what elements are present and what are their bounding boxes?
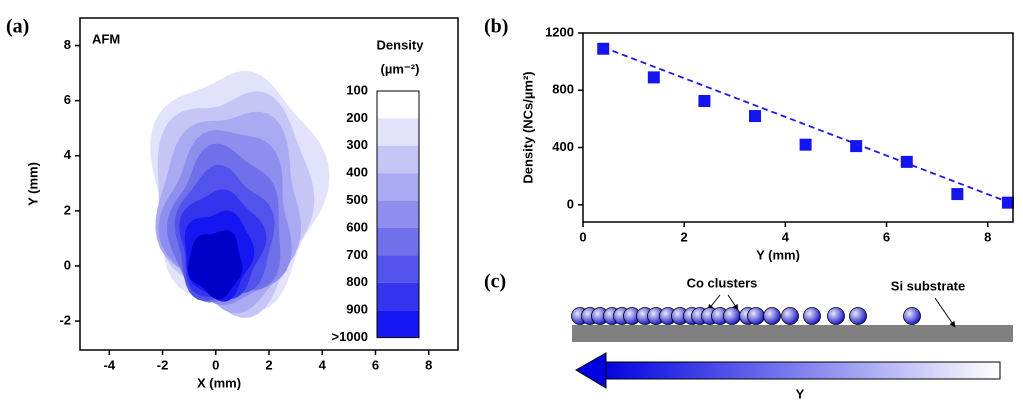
data-point xyxy=(799,138,812,151)
cluster xyxy=(803,307,821,325)
colorbar-band xyxy=(377,310,419,338)
data-point xyxy=(850,140,863,153)
colorbar-label: 900 xyxy=(346,302,368,317)
fit-line xyxy=(602,46,1009,203)
substrate xyxy=(572,325,1013,342)
data-point xyxy=(749,110,761,123)
panel-label: (b) xyxy=(484,16,508,38)
data-point xyxy=(951,188,964,201)
arrow-label: Y xyxy=(796,386,805,401)
x-tick-label: 6 xyxy=(883,229,890,244)
diagram: Co clusters Si substrate Y xyxy=(571,275,1013,401)
colorbar-title: Density xyxy=(377,37,425,52)
colorbar-frame xyxy=(376,90,420,339)
x-tick-label: -2 xyxy=(157,357,169,372)
chart-title: AFM xyxy=(92,31,120,46)
colorbar-label: 300 xyxy=(346,137,368,152)
cluster xyxy=(747,307,765,325)
colorbar-label: 200 xyxy=(346,110,368,125)
y-tick-label: 0 xyxy=(567,196,574,211)
pointer xyxy=(727,294,739,311)
x-axis-label: X (mm) xyxy=(197,375,241,390)
colorbar-label: 800 xyxy=(346,274,368,289)
pointer xyxy=(934,297,956,328)
y-axis-label: Density (NCs/µm²) xyxy=(520,71,535,183)
panel-label: (a) xyxy=(6,16,29,38)
data-point xyxy=(1001,196,1014,209)
x-tick-label: 4 xyxy=(319,357,327,372)
colorbar-band xyxy=(377,173,419,201)
plot-frame xyxy=(582,32,1014,223)
colorbar-label: >1000 xyxy=(331,329,368,344)
cluster xyxy=(903,307,921,325)
colorbar-title: (µm⁻²) xyxy=(381,61,420,76)
x-tick-label: 6 xyxy=(372,357,379,372)
colorbar-label: 500 xyxy=(346,192,368,207)
colorbar-band xyxy=(377,200,419,228)
colorbar-label: 600 xyxy=(346,219,368,234)
colorbar-label: 400 xyxy=(346,165,368,180)
y-tick-label: 0 xyxy=(64,257,71,272)
y-tick-label: 1200 xyxy=(545,24,574,39)
cluster xyxy=(781,307,799,325)
colorbar-band xyxy=(377,228,419,256)
colorbar-band xyxy=(377,91,419,119)
y-tick-label: -2 xyxy=(59,313,71,328)
y-tick-label: 800 xyxy=(552,82,574,97)
colorbar-band xyxy=(377,255,419,283)
x-tick-label: 8 xyxy=(425,357,432,372)
colorbar-band xyxy=(377,145,419,174)
x-tick-label: 4 xyxy=(782,229,790,244)
x-tick-label: -4 xyxy=(104,357,116,372)
cluster xyxy=(723,307,741,325)
colorbar-band xyxy=(377,282,419,311)
y-tick-label: 2 xyxy=(64,202,71,217)
data-point xyxy=(900,155,913,168)
colorbar-label: 100 xyxy=(346,82,368,97)
diagram-label: Co clusters xyxy=(687,275,758,290)
x-axis-label: Y (mm) xyxy=(756,247,800,262)
colorbar-band xyxy=(377,118,419,146)
cluster xyxy=(849,307,867,325)
panel-label: (c) xyxy=(484,271,506,293)
x-tick-label: 2 xyxy=(265,357,272,372)
y-tick-label: 400 xyxy=(552,139,574,154)
cluster xyxy=(827,307,845,325)
arrow-head xyxy=(575,352,607,389)
y-axis-label: Y (mm) xyxy=(25,162,40,206)
y-tick-label: 8 xyxy=(64,37,71,52)
y-tick-label: 6 xyxy=(64,92,71,107)
diagram-label: Si substrate xyxy=(891,278,965,293)
data-point xyxy=(597,42,610,55)
x-tick-label: 2 xyxy=(681,229,688,244)
gradient-arrow xyxy=(599,361,1001,380)
x-tick-label: 8 xyxy=(984,229,991,244)
data-point xyxy=(698,95,711,108)
x-tick-label: 0 xyxy=(579,229,586,244)
cluster xyxy=(763,307,781,325)
data-point xyxy=(647,71,660,84)
contour-region xyxy=(188,230,243,300)
colorbar-label: 700 xyxy=(346,247,368,262)
y-tick-label: 4 xyxy=(64,147,72,162)
x-tick-label: 0 xyxy=(212,357,219,372)
